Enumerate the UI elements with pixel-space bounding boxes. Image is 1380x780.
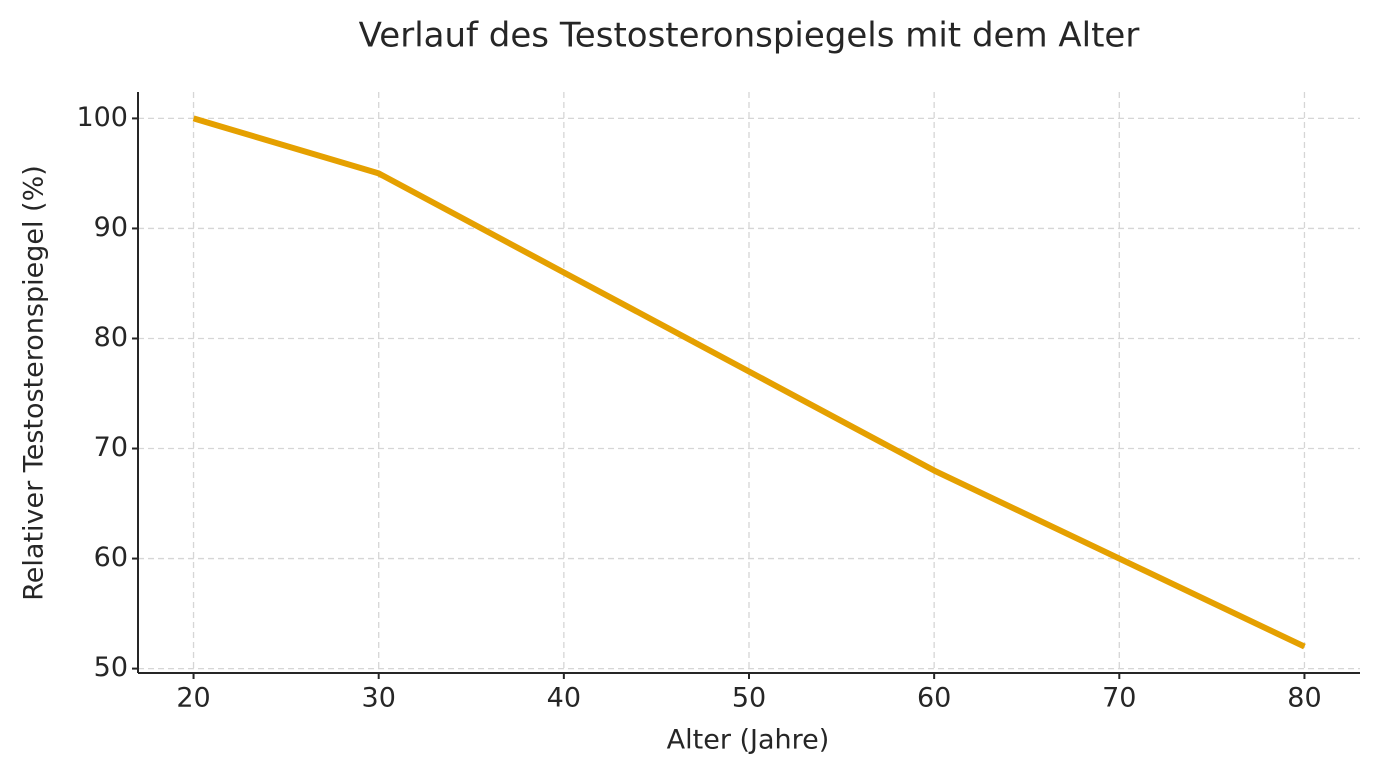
data-line: [192, 115, 1306, 650]
y-tick-label: 70: [94, 432, 128, 463]
x-tick-label: 30: [362, 683, 396, 714]
chart-title: Verlauf des Testosteronspiegels mit dem …: [359, 16, 1140, 56]
y-axis-label: Relativer Testosteronspiegel (%): [19, 165, 50, 601]
x-tick-label: 80: [1287, 683, 1321, 714]
y-tick-label: 80: [94, 322, 128, 353]
y-tick-label: 100: [76, 102, 128, 133]
x-tick-label: 60: [917, 683, 951, 714]
x-tick-label: 40: [547, 683, 581, 714]
y-tick-label: 50: [94, 652, 128, 683]
x-axis-label: Alter (Jahre): [667, 725, 830, 756]
x-tick-label: 70: [1102, 683, 1136, 714]
x-tick-label: 50: [732, 683, 766, 714]
y-tick-label: 60: [94, 542, 128, 573]
y-tick-label: 90: [94, 212, 128, 243]
x-tick-label: 20: [176, 683, 210, 714]
